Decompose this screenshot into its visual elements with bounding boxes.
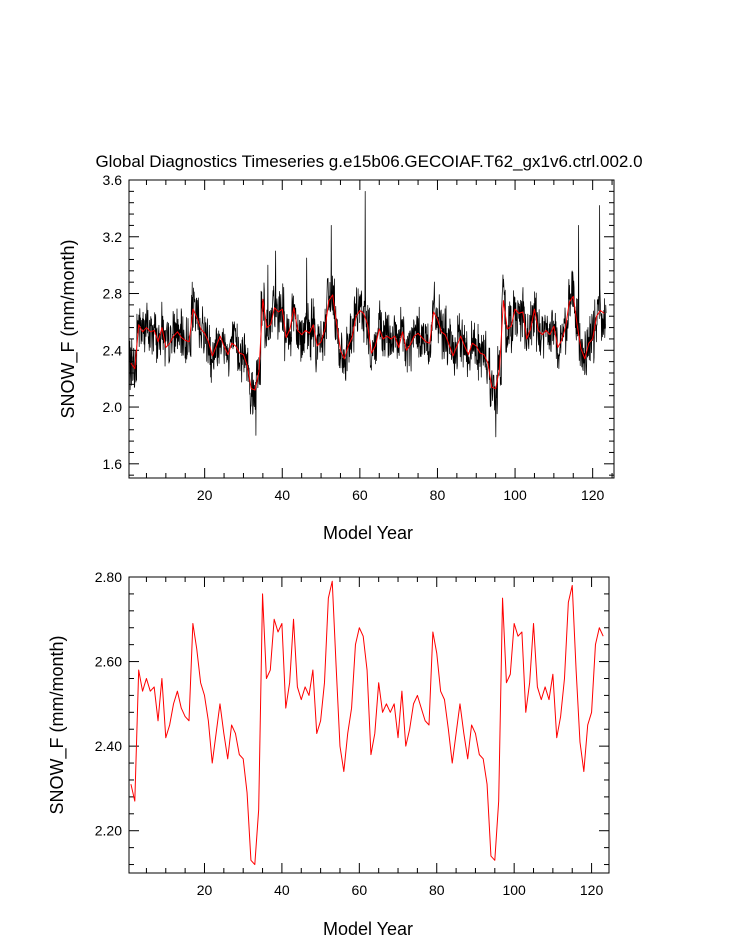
panel2-ytick-label: 2.80 — [95, 569, 122, 585]
panel1-ytick-label: 2.4 — [103, 342, 123, 358]
panel1-xtick-label: 40 — [274, 487, 290, 503]
panel2-xtick-label: 40 — [274, 882, 290, 898]
panel2-ticks — [129, 576, 609, 873]
panel2-xtick-label: 80 — [429, 882, 445, 898]
panel1-ytick-label: 2.8 — [103, 286, 123, 302]
panel2-xtick-label: 20 — [197, 882, 213, 898]
panel2-xtick-label: 60 — [352, 882, 368, 898]
panel1-xtick-label: 20 — [197, 487, 213, 503]
panel2-x-axis-label: Model Year — [323, 919, 413, 939]
panel1-series-annual-mean — [130, 294, 605, 391]
panel1-xtick-label: 80 — [430, 487, 446, 503]
panel2-ytick-label: 2.60 — [95, 654, 122, 670]
panel1-ytick-label: 2.0 — [103, 399, 123, 415]
panel2-y-axis-label: SNOW_F (mm/month) — [47, 635, 68, 814]
figure-title: Global Diagnostics Timeseries g.e15b06.G… — [95, 152, 642, 171]
panel1-xtick-label: 120 — [581, 487, 605, 503]
monthly-timeseries-panel: Global Diagnostics Timeseries g.e15b06.G… — [58, 152, 643, 543]
panel1-frame — [128, 179, 615, 479]
panel1-ytick-label: 3.2 — [103, 229, 123, 245]
panel1-y-axis-label: SNOW_F (mm/month) — [58, 239, 79, 418]
panel2-series — [130, 580, 604, 866]
panel2-ytick-label: 2.40 — [95, 738, 122, 754]
panel1-ytick-label: 1.6 — [103, 456, 123, 472]
panel2-ytick-label: 2.20 — [95, 823, 122, 839]
annual-mean-panel: 20 40 60 80 100 120 2.20 2.40 2.60 2.80 Model Yea… — [47, 569, 610, 939]
panel1-ytick-label: 3.6 — [103, 172, 123, 188]
panel1-ticks — [129, 179, 614, 478]
panel2-series-annual-mean — [130, 580, 604, 866]
panel2-xtick-label: 100 — [502, 882, 526, 898]
panel2-xtick-label: 120 — [580, 882, 604, 898]
panel1-series — [128, 190, 607, 438]
panel1-x-axis-label: Model Year — [323, 523, 413, 543]
panel1-xtick-label: 60 — [352, 487, 368, 503]
panel2-frame — [128, 576, 610, 874]
panel1-xtick-label: 100 — [503, 487, 527, 503]
panel1-tick-labels: 20 40 60 80 100 120 1.6 2.0 2.4 2.8 3.2 3.6 — [103, 172, 605, 503]
panel2-tick-labels: 20 40 60 80 100 120 2.20 2.40 2.60 2.80 — [95, 569, 604, 898]
